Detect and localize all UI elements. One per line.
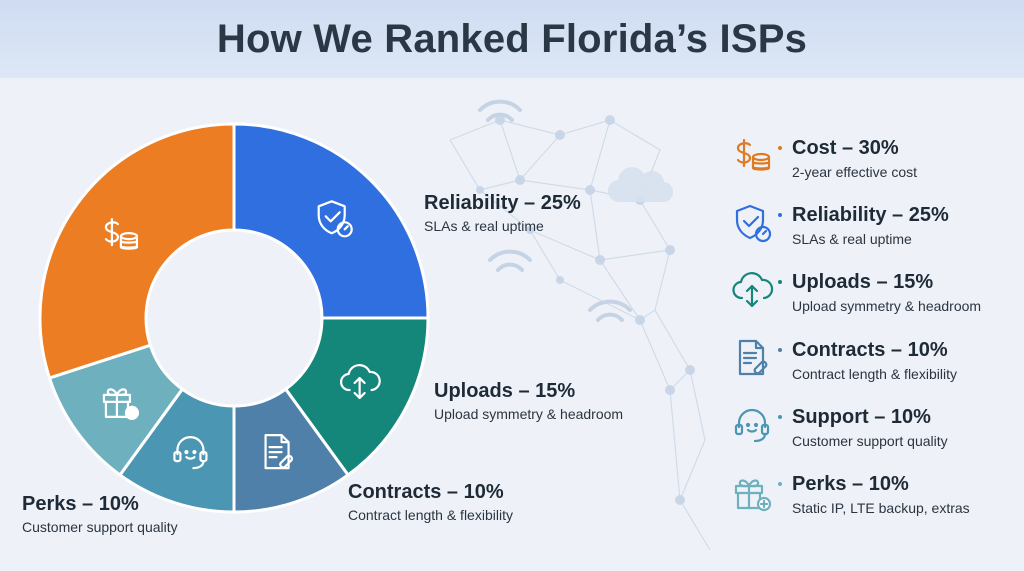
- shield-check-icon: [735, 205, 772, 243]
- legend-item-support: Support – 10% Customer support quality: [726, 403, 1016, 470]
- legend-bullet: [778, 146, 782, 150]
- legend-bullet: [778, 347, 782, 352]
- legend-label: Support – 10%: [792, 405, 931, 428]
- legend-bullet: [778, 213, 782, 218]
- legend-desc: Contract length & flexibility: [792, 365, 957, 382]
- callout-reliability-heading: Reliability – 25%: [424, 192, 581, 214]
- callout-reliability: Reliability – 25% SLAs & real uptime: [424, 192, 581, 234]
- legend-label: Cost – 30%: [792, 137, 899, 159]
- callout-perks-heading: Perks – 10%: [22, 493, 139, 515]
- gift-icon: [734, 479, 772, 512]
- legend-desc: 2-year effective cost: [792, 164, 918, 180]
- legend-bullet: [778, 481, 782, 486]
- callout-uploads: Uploads – 15% Upload symmetry & headroom: [434, 380, 623, 422]
- title-band: How We Ranked Florida’s ISPs: [0, 0, 1024, 78]
- callout-contracts-sub: Contract length & flexibility: [348, 507, 513, 523]
- callout-reliability-sub: SLAs & real uptime: [424, 218, 544, 234]
- callout-uploads-sub: Upload symmetry & headroom: [434, 406, 624, 422]
- callout-perks-sub: Customer support quality: [22, 519, 178, 535]
- callout-perks: Perks – 10% Customer support quality: [22, 493, 178, 535]
- legend-item-cost: Cost – 30% 2-year effective cost: [726, 134, 1016, 201]
- cloud-upload-icon: [732, 272, 774, 308]
- headset-icon: [173, 436, 208, 470]
- legend-bullet: [778, 280, 782, 285]
- legend-item-perks: Perks – 10% Static IP, LTE backup, extra…: [726, 470, 1016, 537]
- legend-desc: Upload symmetry & headroom: [792, 298, 982, 315]
- shield-check-icon: [317, 200, 353, 238]
- page-title: How We Ranked Florida’s ISPs: [216, 16, 808, 61]
- legend-item-uploads: Uploads – 15% Upload symmetry & headroom: [726, 268, 1016, 335]
- dollar-coins-icon: [104, 218, 139, 250]
- callout-contracts-heading: Contracts – 10%: [348, 481, 504, 503]
- cloud-upload-icon: [340, 364, 381, 400]
- legend-bullet: [778, 414, 782, 419]
- callout-contracts: Contracts – 10% Contract length & flexib…: [348, 481, 513, 523]
- legend-desc: SLAs & real uptime: [792, 231, 912, 248]
- contract-icon: [264, 433, 293, 470]
- legend-desc: Static IP, LTE backup, extras: [792, 499, 970, 516]
- legend-item-contracts: Contracts – 10% Contract length & flexib…: [726, 336, 1016, 403]
- legend-label: Perks – 10%: [792, 472, 909, 495]
- headset-icon: [734, 408, 770, 442]
- legend-desc: Customer support quality: [792, 432, 948, 449]
- background-map-decoration: [449, 99, 711, 551]
- legend-label: Uploads – 15%: [792, 271, 934, 294]
- contract-icon: [738, 339, 768, 375]
- donut-slice-cost: [38, 122, 236, 380]
- legend-item-reliability: Reliability – 25% SLAs & real uptime: [726, 201, 1016, 268]
- legend: Cost – 30% 2-year effective cost Reliabi…: [726, 134, 1016, 537]
- legend-label: Reliability – 25%: [792, 204, 949, 227]
- legend-label: Contracts – 10%: [792, 338, 948, 361]
- gift-icon: [102, 388, 140, 420]
- callout-uploads-heading: Uploads – 15%: [434, 380, 576, 402]
- dollar-coins-icon: [736, 138, 771, 171]
